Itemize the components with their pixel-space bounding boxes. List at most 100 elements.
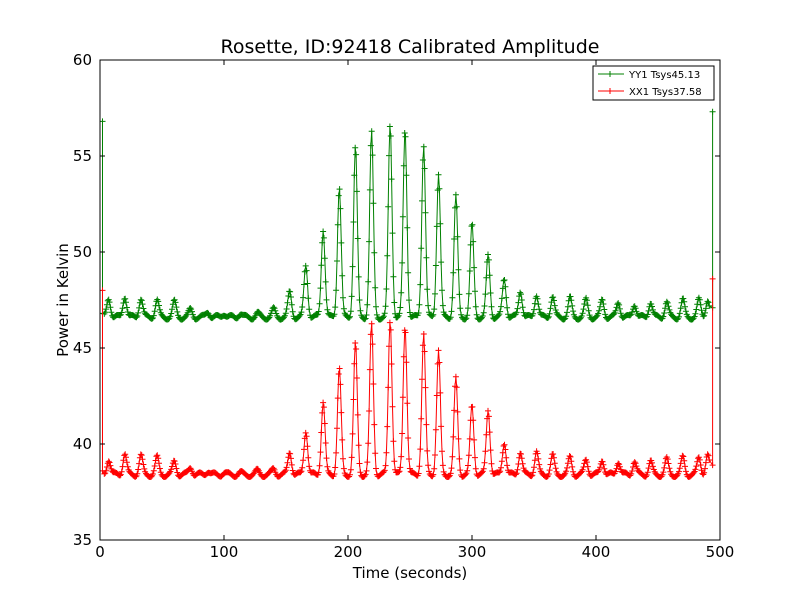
data-point bbox=[320, 228, 327, 235]
data-point bbox=[564, 460, 571, 467]
data-point bbox=[439, 448, 445, 455]
data-point bbox=[596, 307, 603, 314]
data-point bbox=[435, 171, 442, 178]
data-point bbox=[530, 310, 537, 317]
data-point bbox=[561, 471, 568, 478]
data-point bbox=[464, 467, 471, 474]
data-point bbox=[171, 458, 178, 465]
data-point bbox=[340, 465, 347, 472]
data-point bbox=[631, 459, 638, 466]
data-point bbox=[289, 467, 296, 474]
data-point bbox=[599, 458, 606, 465]
data-point bbox=[467, 241, 474, 248]
data-point bbox=[123, 299, 129, 306]
data-point bbox=[496, 469, 503, 476]
data-point bbox=[320, 404, 327, 411]
data-point bbox=[380, 314, 386, 321]
data-point bbox=[381, 467, 388, 474]
data-point bbox=[117, 471, 124, 478]
data-point bbox=[705, 452, 712, 459]
data-point bbox=[135, 466, 142, 473]
data-point bbox=[333, 287, 340, 294]
data-point bbox=[174, 469, 181, 476]
data-point bbox=[585, 307, 592, 314]
data-point bbox=[503, 294, 510, 301]
data-point bbox=[149, 471, 156, 477]
data-point bbox=[498, 295, 505, 302]
data-point bbox=[317, 449, 324, 456]
data-point bbox=[597, 303, 603, 310]
data-point bbox=[386, 152, 392, 159]
data-point bbox=[500, 277, 507, 284]
data-point bbox=[382, 462, 389, 469]
data-point bbox=[674, 472, 681, 479]
data-point bbox=[173, 465, 180, 472]
data-point bbox=[629, 309, 636, 316]
data-point bbox=[581, 460, 588, 467]
data-point bbox=[301, 281, 307, 288]
data-point bbox=[486, 272, 493, 279]
data-point bbox=[323, 455, 330, 462]
data-point bbox=[451, 236, 458, 242]
data-point bbox=[690, 469, 697, 476]
data-point bbox=[528, 473, 535, 480]
data-point bbox=[389, 403, 396, 410]
x-tick-label: 300 bbox=[458, 543, 487, 561]
data-point bbox=[268, 310, 274, 317]
data-point bbox=[398, 453, 405, 460]
data-point bbox=[595, 310, 602, 317]
data-point bbox=[420, 143, 427, 150]
data-point bbox=[350, 219, 357, 225]
data-point bbox=[489, 311, 496, 318]
data-point bbox=[698, 307, 705, 314]
data-point bbox=[119, 463, 126, 470]
data-point bbox=[440, 468, 447, 475]
data-point bbox=[299, 464, 306, 471]
data-point bbox=[433, 392, 440, 399]
data-point bbox=[485, 251, 491, 258]
data-point bbox=[617, 310, 624, 317]
data-point bbox=[362, 315, 369, 322]
data-point bbox=[371, 421, 378, 428]
data-point bbox=[149, 315, 156, 322]
data-point bbox=[498, 458, 505, 465]
y-axis-label: Power in Kelvin bbox=[54, 243, 72, 357]
data-point bbox=[168, 310, 175, 317]
data-point bbox=[680, 295, 687, 302]
data-point bbox=[388, 361, 395, 367]
data-point bbox=[693, 463, 700, 470]
legend: YY1 Tsys45.13 XX1 Tsys37.58 bbox=[592, 65, 715, 101]
data-point bbox=[569, 463, 576, 470]
data-point bbox=[118, 309, 125, 316]
data-point bbox=[384, 423, 391, 430]
data-point bbox=[155, 455, 162, 462]
data-point bbox=[420, 331, 427, 337]
chart-title: Rosette, ID:92418 Calibrated Amplitude bbox=[221, 36, 600, 58]
data-point bbox=[366, 238, 373, 245]
data-point bbox=[351, 360, 358, 367]
data-point bbox=[692, 466, 699, 473]
y-tick-label: 45 bbox=[73, 339, 92, 357]
legend-box bbox=[592, 65, 715, 101]
data-point bbox=[123, 454, 129, 461]
data-point bbox=[498, 303, 504, 310]
data-point bbox=[649, 463, 656, 470]
data-point bbox=[479, 313, 486, 319]
data-point bbox=[285, 454, 292, 461]
data-point bbox=[419, 157, 426, 163]
data-point bbox=[399, 430, 406, 437]
data-point bbox=[336, 186, 343, 193]
data-point bbox=[632, 305, 639, 312]
data-point bbox=[303, 433, 310, 440]
data-point bbox=[452, 373, 459, 380]
data-point bbox=[189, 308, 195, 315]
y-tick-label: 60 bbox=[73, 51, 92, 69]
data-point bbox=[353, 188, 360, 195]
data-point bbox=[154, 452, 161, 459]
data-point bbox=[383, 286, 390, 292]
data-point bbox=[284, 299, 291, 306]
data-point bbox=[349, 430, 356, 437]
data-point bbox=[347, 471, 353, 478]
data-point bbox=[365, 278, 372, 285]
data-point bbox=[681, 457, 688, 464]
